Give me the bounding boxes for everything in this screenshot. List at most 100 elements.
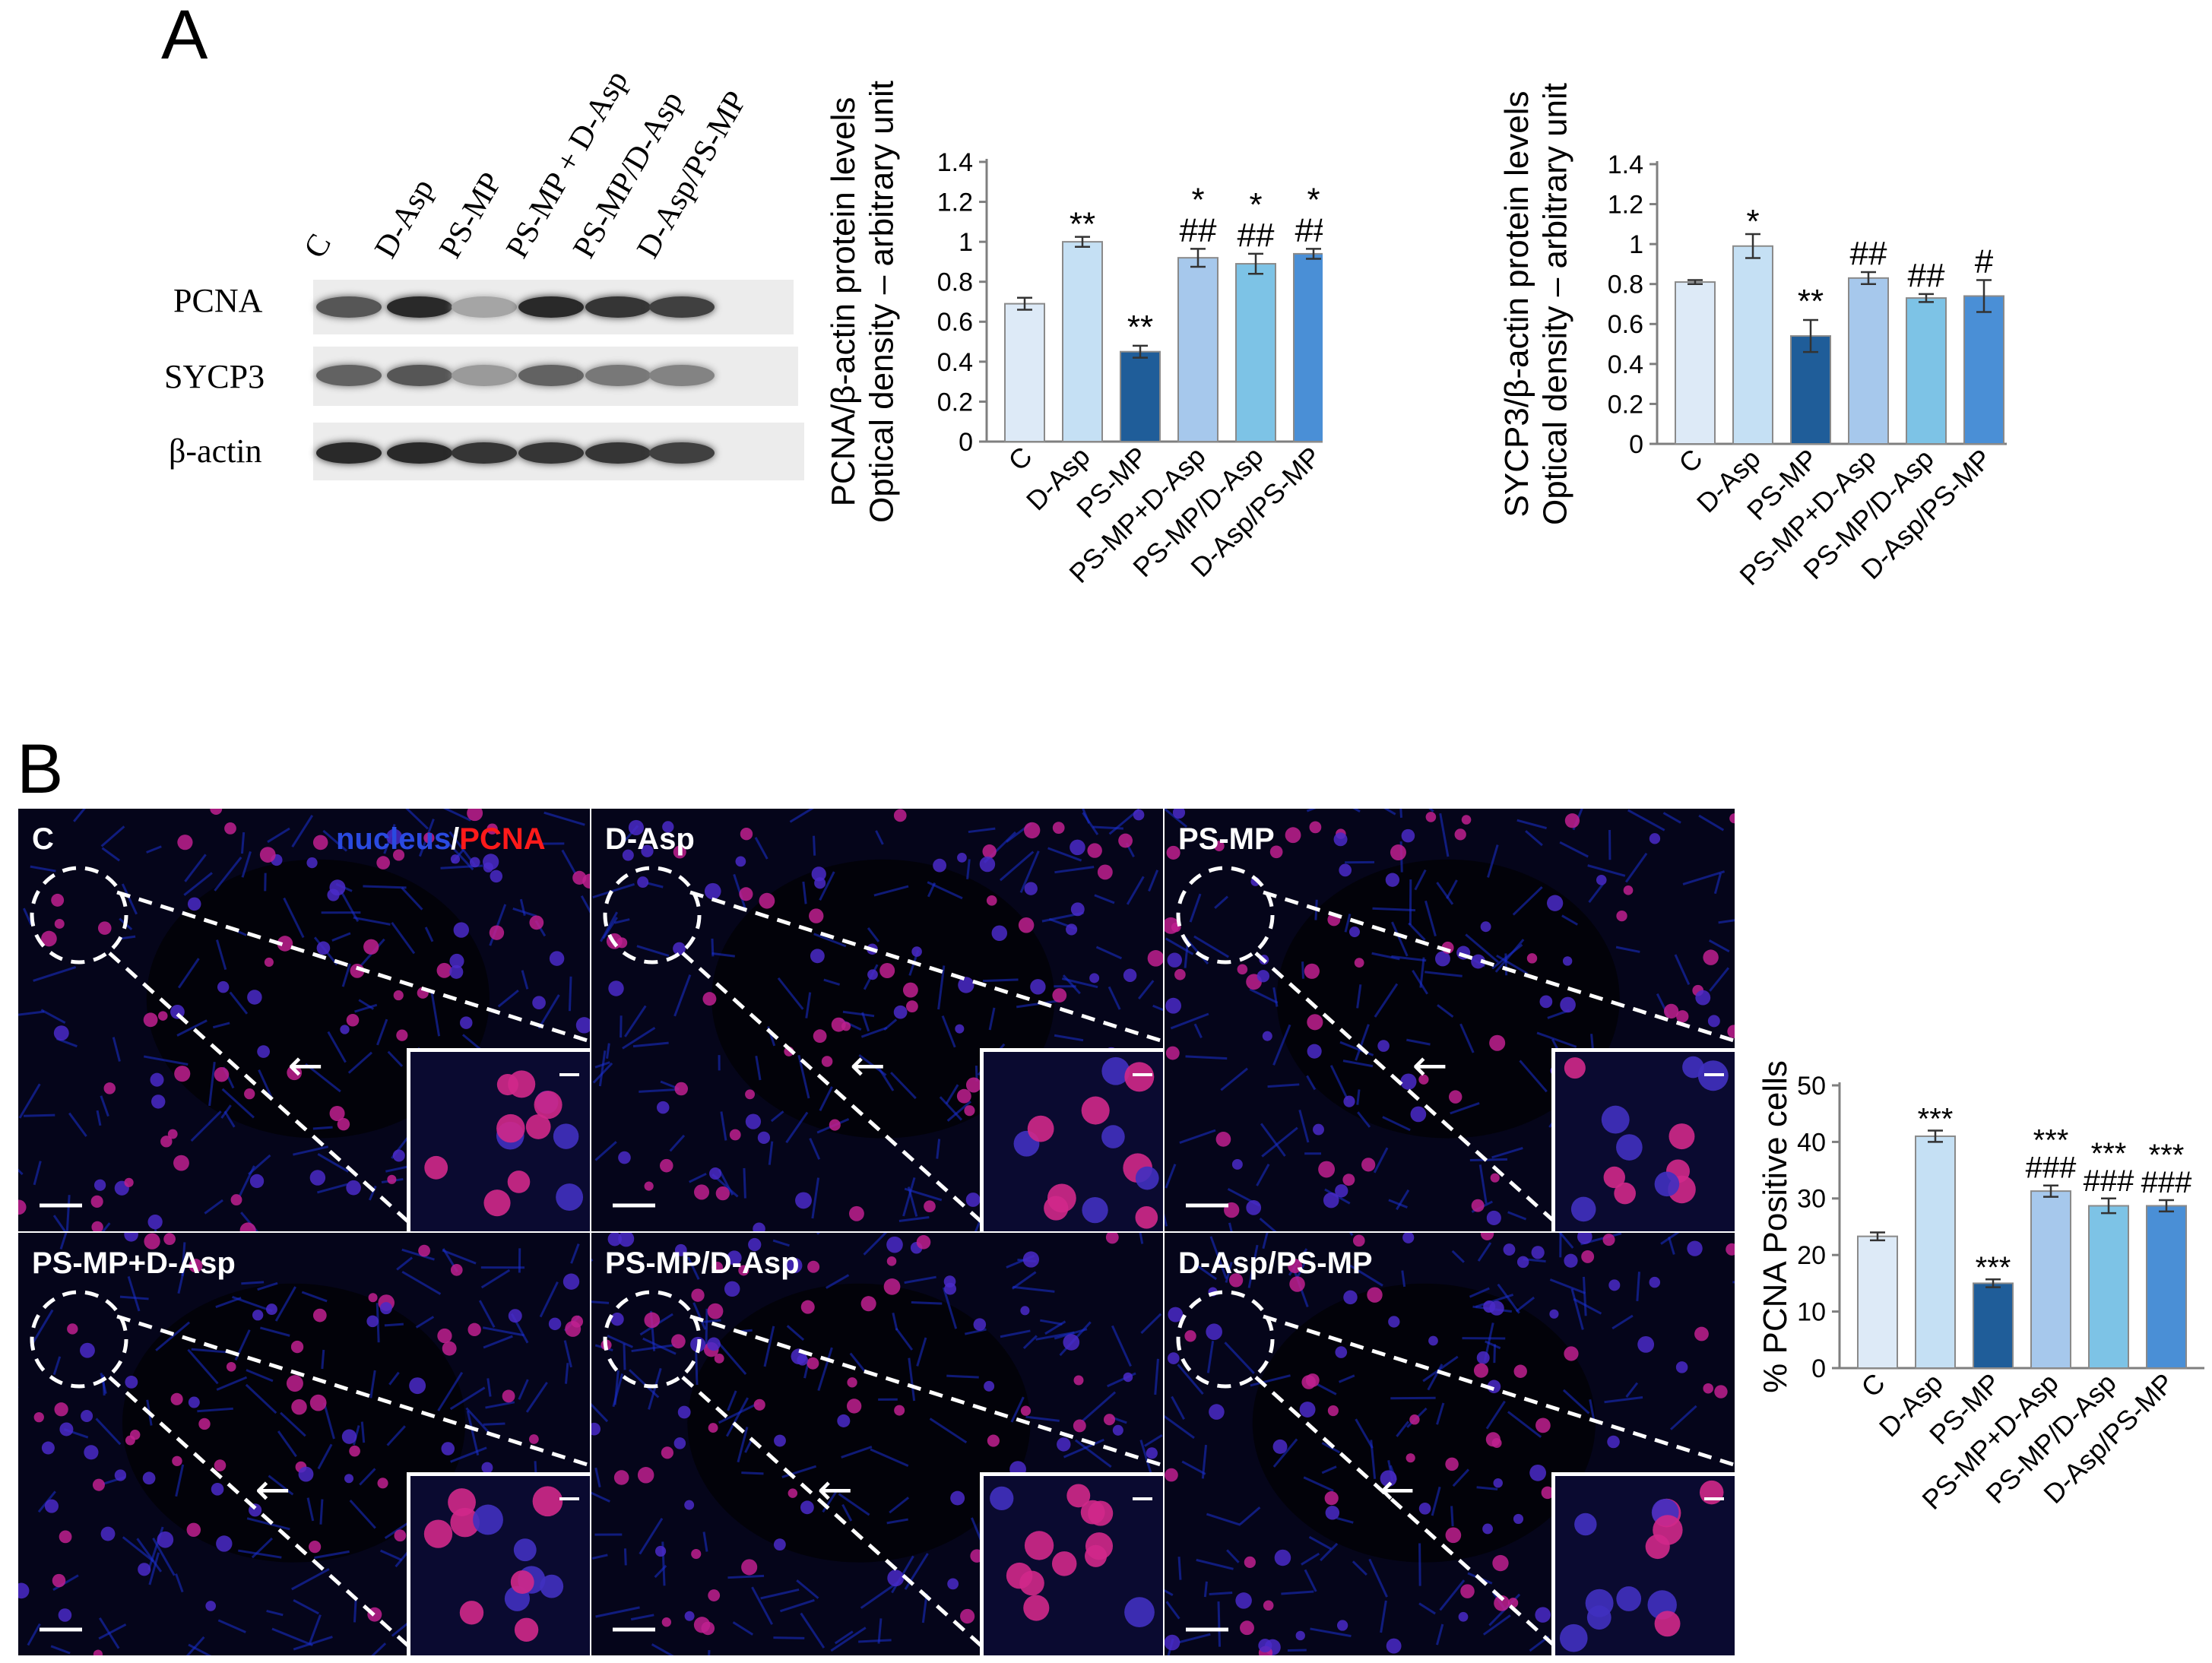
nucleus-streak [1388,1199,1408,1208]
nucleus-streak [52,1574,79,1592]
nucleus-streak [353,916,391,926]
cell-dot [1577,1233,1592,1244]
nucleus-streak [480,1269,511,1289]
cell-dot [1342,1174,1355,1186]
cell-dot [441,1442,455,1456]
nucleus-streak [1082,809,1091,824]
blot-band [518,296,584,318]
cell-dot [114,1469,127,1481]
cell-dot [142,1471,156,1485]
nucleus-streak [648,1367,662,1410]
nucleus-streak [466,1410,480,1456]
cell-dot [1637,1335,1655,1353]
nucleus-streak [1181,1460,1206,1475]
cell-dot [53,1025,69,1041]
cell-dot [1729,813,1735,824]
nucleus-streak [1450,1506,1454,1527]
cell-dot [376,856,390,870]
cell-dot [1608,1279,1621,1291]
nucleus-streak [100,825,125,847]
cell-dot [1165,1046,1180,1060]
cell-dot [1409,1414,1420,1425]
cell-dot [773,1538,786,1551]
cell-dot [264,957,274,967]
nucleus-streak [1627,809,1665,832]
nucleus-streak [1437,1004,1454,1018]
nucleus-streak [401,887,423,911]
cell-dot [217,980,230,993]
nucleus-streak [214,856,242,892]
blot-band [518,365,584,386]
nucleus-streak [823,978,841,986]
cell-dot [1471,954,1486,969]
bar [1293,252,1323,442]
zoom-guide-line [689,890,1163,1044]
nucleus-streak [359,1468,376,1486]
cell-dot [170,1392,183,1405]
nucleus-streak [95,1418,122,1446]
nucleus-streak [101,1222,111,1231]
cell-dot [860,1296,876,1312]
nucleus-streak [539,1281,559,1318]
cell-dot [224,822,236,835]
nucleus-streak [1306,809,1317,812]
cell-dot [160,1136,173,1148]
blot-band [649,442,715,464]
cell-dot [943,1275,956,1288]
nucleus-streak [916,1337,927,1367]
nucleus-streak [112,1037,121,1062]
blot-band [452,442,517,464]
inset-cell [483,1189,511,1217]
nucleus-streak [711,952,735,958]
x-tick-label: C [1672,443,1708,479]
nucleus-streak [1148,870,1159,892]
nucleus-streak [1165,1601,1180,1620]
cell-dot [1535,1607,1551,1623]
micrograph-image [1165,1233,1735,1655]
cell-dot [788,1488,798,1498]
cell-dot [608,980,624,996]
cell-dot [1307,1014,1323,1031]
cell-dot [244,1088,255,1100]
pcna-blot-bar-chart: 00.20.40.60.811.21.4C**D-Asp**PS-MP##*PS… [825,81,1323,589]
cell-dot [641,844,654,857]
panel-a-label: A [161,0,208,74]
cell-dot [1024,822,1041,839]
nucleus-streak [317,1183,348,1194]
cell-dot [879,962,895,979]
nucleus-streak [1329,1065,1349,1101]
nucleus-streak [1418,1543,1421,1586]
cell-dot [1057,1437,1071,1452]
zoom-guide-line [1263,1314,1735,1467]
cell-dot [1133,809,1145,821]
cell-dot [715,1186,730,1201]
nucleus-streak [946,1101,971,1122]
cell-dot [1089,973,1100,984]
western-blot: C D-Asp PS-MP PS-MP + D-Asp PS-MP/D-Asp D-Asp… [152,0,804,486]
cell-dot [59,1422,74,1437]
nucleus-streak [1196,1558,1234,1570]
cell-dot [1494,1595,1510,1611]
inset-cell [1101,1056,1130,1085]
nucleus-streak [1708,939,1730,953]
nucleus-streak [465,1407,492,1436]
stain-legend: nucleus/PCNA [336,822,546,857]
cell-dot [392,1149,405,1162]
cell-dot [1663,1003,1679,1019]
nucleus-streak [379,1549,403,1561]
nucleus-streak [1624,852,1648,883]
nucleus-streak [570,1243,580,1264]
cell-dot [800,1500,814,1515]
cell-dot [1623,885,1634,895]
nucleus-streak [1424,900,1437,937]
cell-dot [893,1005,908,1019]
cell-dot [52,1573,66,1588]
significance-mark: # [1975,242,1994,280]
micrograph-panel: ← PS-MP [1163,807,1736,1233]
bar [2146,1205,2187,1369]
inset-cell [448,1488,476,1516]
nucleus-streak [369,1370,376,1399]
nucleus-streak [1022,1335,1038,1350]
nucleus-streak [497,989,519,1008]
y-tick-label: 0.8 [937,268,973,297]
